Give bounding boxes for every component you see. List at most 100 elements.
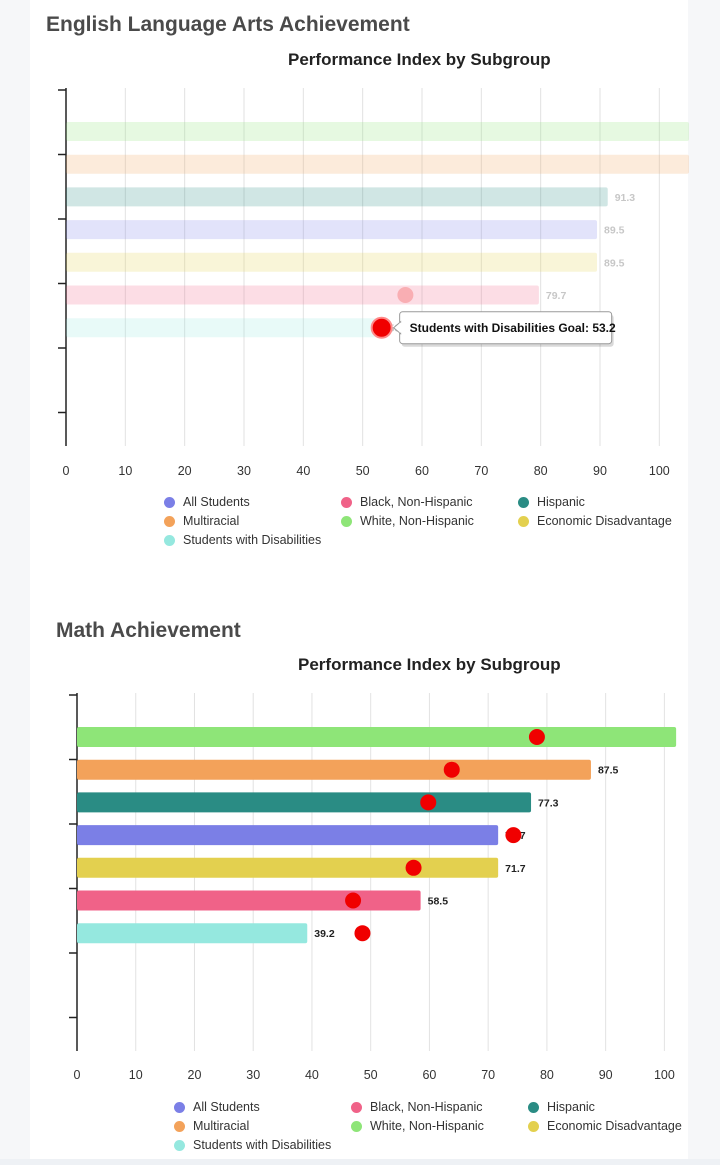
legend-swatch-icon xyxy=(351,1101,362,1113)
bar-data-label: 58.5 xyxy=(428,896,449,908)
legend-swatch-icon xyxy=(174,1101,185,1113)
bar-data-label: 39.2 xyxy=(314,928,335,940)
bar-all-students[interactable] xyxy=(66,220,598,240)
goal-marker[interactable] xyxy=(443,761,460,778)
legend-label: White, Non-Hispanic xyxy=(360,514,474,528)
ela-bar-chart[interactable]: 010203040506070809010091.389.589.579.753… xyxy=(0,80,720,490)
legend-label: Black, Non-Hispanic xyxy=(370,1100,483,1114)
legend-swatch-icon xyxy=(351,1120,362,1132)
legend-item[interactable]: All Students xyxy=(164,495,250,509)
x-tick-label: 60 xyxy=(422,1068,436,1082)
legend-swatch-icon xyxy=(341,496,352,508)
x-tick-label: 30 xyxy=(246,1068,260,1082)
goal-marker[interactable] xyxy=(505,827,522,844)
legend-swatch-icon xyxy=(174,1139,185,1151)
goal-marker[interactable] xyxy=(397,287,414,303)
x-tick-label: 10 xyxy=(118,464,132,478)
bar-all-students[interactable] xyxy=(77,825,499,846)
x-tick-label: 40 xyxy=(296,464,310,478)
legend-item[interactable]: Economic Disadvantage xyxy=(528,1119,682,1133)
legend-label: Hispanic xyxy=(537,495,585,509)
bar-hispanic[interactable] xyxy=(77,792,532,813)
x-tick-label: 100 xyxy=(654,1068,675,1082)
tooltip-text: Students with Disabilities Goal: 53.2 xyxy=(410,321,616,335)
x-tick-label: 20 xyxy=(178,464,192,478)
x-tick-label: 40 xyxy=(305,1068,319,1082)
legend-swatch-icon xyxy=(341,515,352,527)
legend-label: White, Non-Hispanic xyxy=(370,1119,484,1133)
x-tick-label: 0 xyxy=(63,464,70,478)
legend-item[interactable]: Economic Disadvantage xyxy=(518,514,672,528)
bar-data-label: 79.7 xyxy=(546,290,567,302)
legend-item[interactable]: Multiracial xyxy=(164,514,239,528)
bar-white-non-hispanic[interactable] xyxy=(66,122,689,141)
legend-item[interactable]: Hispanic xyxy=(528,1100,595,1114)
goal-marker[interactable] xyxy=(345,892,362,909)
bar-black-non-hispanic[interactable] xyxy=(77,890,421,911)
bar-hispanic[interactable] xyxy=(66,187,608,207)
x-tick-label: 0 xyxy=(74,1068,81,1082)
bar-data-label: 71.7 xyxy=(505,863,526,875)
bar-multiracial[interactable] xyxy=(77,759,591,780)
goal-tooltip: Students with Disabilities Goal: 53.2 xyxy=(392,311,616,347)
legend-label: All Students xyxy=(193,1100,260,1114)
legend-swatch-icon xyxy=(164,515,175,527)
legend-item[interactable]: White, Non-Hispanic xyxy=(341,514,474,528)
bar-economic-disadvantage[interactable] xyxy=(77,857,499,878)
bar-data-label: 89.5 xyxy=(604,225,625,237)
goal-marker[interactable] xyxy=(370,316,393,339)
x-tick-label: 70 xyxy=(474,464,488,478)
report-card xyxy=(30,0,688,1165)
bar-multiracial[interactable] xyxy=(66,154,689,174)
legend-swatch-icon xyxy=(164,534,175,546)
x-tick-label: 50 xyxy=(364,1068,378,1082)
bar-students-with-disabilities[interactable] xyxy=(66,318,382,338)
x-tick-label: 90 xyxy=(599,1068,613,1082)
legend-swatch-icon xyxy=(528,1120,539,1132)
bar-economic-disadvantage[interactable] xyxy=(66,252,598,272)
bar-data-label: 87.5 xyxy=(598,765,619,777)
goal-marker[interactable] xyxy=(405,859,422,876)
legend-item[interactable]: Black, Non-Hispanic xyxy=(351,1100,483,1114)
x-tick-label: 50 xyxy=(356,464,370,478)
goal-marker[interactable] xyxy=(354,925,371,942)
x-tick-label: 20 xyxy=(188,1068,202,1082)
bar-white-non-hispanic[interactable] xyxy=(77,727,677,747)
legend-item[interactable]: Students with Disabilities xyxy=(164,533,321,547)
bar-data-label: 89.5 xyxy=(604,257,625,269)
legend-label: Hispanic xyxy=(547,1100,595,1114)
goal-marker[interactable] xyxy=(420,794,437,811)
ela-legend: All Students Black, Non-Hispanic Hispanic M… xyxy=(164,495,720,555)
x-tick-label: 100 xyxy=(649,464,670,478)
legend-item[interactable]: White, Non-Hispanic xyxy=(351,1119,484,1133)
math-section-title: Math Achievement xyxy=(56,619,241,642)
x-tick-label: 30 xyxy=(237,464,251,478)
bar-black-non-hispanic[interactable] xyxy=(66,285,539,305)
legend-label: Economic Disadvantage xyxy=(547,1119,682,1133)
legend-swatch-icon xyxy=(518,496,529,508)
x-tick-label: 90 xyxy=(593,464,607,478)
legend-label: Economic Disadvantage xyxy=(537,514,672,528)
legend-item[interactable]: All Students xyxy=(174,1100,260,1114)
ela-section-title: English Language Arts Achievement xyxy=(46,13,410,36)
math-legend: All Students Black, Non-Hispanic Hispanic M… xyxy=(174,1100,720,1160)
ela-chart-title: Performance Index by Subgroup xyxy=(288,50,551,69)
x-tick-label: 70 xyxy=(481,1068,495,1082)
legend-swatch-icon xyxy=(174,1120,185,1132)
math-bar-chart[interactable]: 010203040506070809010087.577.371.771.758… xyxy=(0,685,720,1095)
x-tick-label: 80 xyxy=(540,1068,554,1082)
x-tick-label: 10 xyxy=(129,1068,143,1082)
legend-label: Students with Disabilities xyxy=(183,533,322,547)
legend-item[interactable]: Black, Non-Hispanic xyxy=(341,495,473,509)
legend-label: Students with Disabilities xyxy=(193,1138,332,1152)
bar-data-label: 91.3 xyxy=(615,192,636,204)
legend-item[interactable]: Multiracial xyxy=(174,1119,249,1133)
legend-item[interactable]: Hispanic xyxy=(518,495,585,509)
legend-item[interactable]: Students with Disabilities xyxy=(174,1138,331,1152)
bar-data-label: 77.3 xyxy=(538,797,559,809)
legend-label: Multiracial xyxy=(183,514,240,528)
goal-marker[interactable] xyxy=(528,729,545,745)
page-bottom-strip xyxy=(0,1159,720,1165)
bar-students-with-disabilities[interactable] xyxy=(77,923,308,944)
x-tick-label: 80 xyxy=(534,464,548,478)
